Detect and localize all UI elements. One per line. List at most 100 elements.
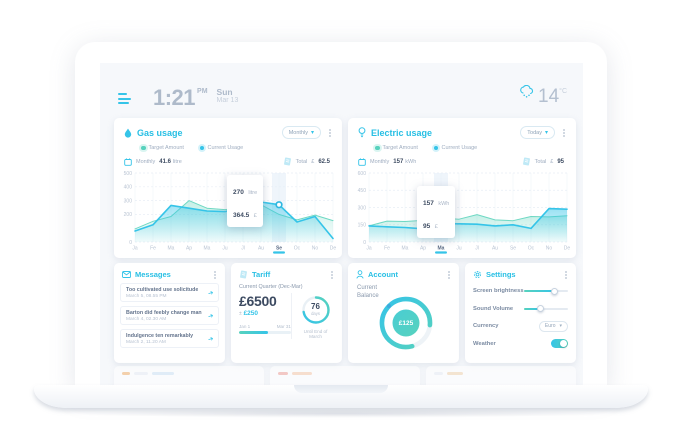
svg-text:Se: Se [510,246,516,252]
svg-text:Jl: Jl [475,246,479,252]
range-value: Monthly [288,129,308,136]
svg-text:No: No [546,246,553,252]
electric-range-select[interactable]: Today ▾ [520,126,555,139]
gauge-start-dot [387,304,391,308]
quarter-progress-bar [239,331,291,334]
total-currency: £ [311,158,315,165]
currency-label: Currency [473,323,499,329]
temperature-unit: °C [559,88,567,95]
gas-usage-chart[interactable]: 500 400 300 200 0 Ja Fe Ma Ap Ma Ju Jl Au Se Oc No De 27… [120,168,336,254]
quarter-end-label: Mar 31 [276,324,291,329]
more-menu-icon[interactable] [562,273,570,276]
period-label: Monthly [370,158,390,165]
svg-text:Au: Au [492,246,498,252]
usage-unit: kWh [405,158,417,165]
send-arrow-icon[interactable]: ➔ [206,334,215,344]
svg-text:Fe: Fe [384,246,390,252]
message-item[interactable]: Barton did feebly change man March 4, 02… [120,306,219,325]
tariff-subtitle: Current Quarter (Dec-Mar) [239,284,303,290]
volume-label: Sound Volume [473,305,514,312]
cutoff-card-row [114,366,576,385]
legend-label: Current Usage [441,145,478,151]
receipt-icon [283,157,291,166]
currency-value: Euro [544,323,556,329]
svg-text:300: 300 [358,205,367,211]
chart-legend: Target Amount Current Usage [348,139,576,151]
svg-text:Ja: Ja [132,246,138,252]
gas-range-select[interactable]: Monthly ▾ [281,126,321,139]
svg-text:Ju: Ju [222,246,228,252]
calendar-icon [124,157,132,166]
chevron-down-icon: ▾ [310,130,314,136]
svg-text:Se: Se [276,246,282,252]
tariff-card: Tariff Current Quarter (Dec-Mar) £6500 ±… [231,263,342,363]
total-value: 62.5 [318,158,330,165]
svg-text:De: De [330,246,336,252]
cutoff-card [270,366,420,385]
volume-slider[interactable] [524,304,568,313]
chart-legend: Target Amount Current Usage [114,139,342,151]
receipt-icon [240,270,247,279]
legend-label: Target Amount [382,145,418,151]
currency-select[interactable]: Euro ▾ [538,320,568,332]
hamburger-menu-icon[interactable] [118,93,131,107]
chevron-down-icon: ▾ [544,130,548,136]
card-title: Gas usage [137,127,183,138]
svg-text:Ma: Ma [168,246,175,252]
brightness-label: Screen brightness [473,288,524,294]
messages-card: Messages Too cultivated use solicitude M… [114,263,225,363]
gas-usage-card: Gas usage Monthly ▾ Target Amount Curren… [114,118,342,258]
range-value: Today [527,129,542,136]
current-legend-dot [433,145,439,151]
dashboard-screen: 1:21 PM Sun Mar 13 14 °C [100,63,583,385]
svg-text:Ap: Ap [420,246,426,252]
card-title: Electric usage [371,127,433,138]
message-subject: Too cultivated use solicitude [126,286,199,293]
plus-minus-sign: ± [239,311,242,317]
svg-text:Jl: Jl [241,246,245,252]
svg-text:0: 0 [129,240,132,246]
calendar-icon [358,157,366,166]
person-icon [356,270,364,279]
svg-text:300: 300 [124,198,133,204]
svg-text:Ja: Ja [366,246,372,252]
balance-label: Current Balance [357,285,379,299]
svg-text:Oc: Oc [294,246,301,252]
legend-label: Target Amount [148,145,184,151]
more-menu-icon[interactable] [326,131,334,134]
more-menu-icon[interactable] [211,273,219,276]
brightness-slider[interactable] [524,287,568,296]
laptop-notch [294,385,388,393]
message-item[interactable]: Too cultivated use solicitude March 5, 0… [120,283,219,302]
more-menu-icon[interactable] [560,131,568,134]
svg-text:Ma: Ma [204,246,211,252]
days-remaining-ring: 76 days [301,295,331,325]
weather-toggle[interactable] [551,338,568,349]
total-currency: £ [550,158,554,165]
current-legend-dot [199,145,205,151]
usage-unit: litre [172,158,182,165]
receipt-icon [522,157,530,166]
send-arrow-icon[interactable]: ➔ [206,288,215,298]
clock: 1:21 PM Sun Mar 13 [153,85,238,111]
envelope-icon [122,271,131,278]
tariff-delta: £250 [243,310,259,317]
cutoff-card [114,366,264,385]
message-item[interactable]: Indulgence ten remarkably March 2, 11.20… [120,329,219,348]
gear-icon [473,270,482,279]
chart-tooltip: 157 kWh 95 £ [417,185,456,239]
usage-summary: Monthly 41.6 litre Total £ 62.5 [114,151,342,166]
more-menu-icon[interactable] [445,273,453,276]
laptop-shadow [70,409,612,418]
send-arrow-icon[interactable]: ➔ [206,311,215,321]
svg-text:Au: Au [258,246,264,252]
usage-amount: 157 [393,158,404,165]
target-legend-dot [375,145,380,151]
electric-usage-chart[interactable]: 600 450 300 150 0 Ja Fe Ma Ap Ma Ju Jl Au Se Oc No De 15… [354,168,570,254]
legend-label: Current Usage [207,145,244,151]
svg-text:400: 400 [124,185,133,191]
more-menu-icon[interactable] [328,273,336,276]
days-unit: days [311,311,320,317]
day-label: Sun [216,87,233,97]
